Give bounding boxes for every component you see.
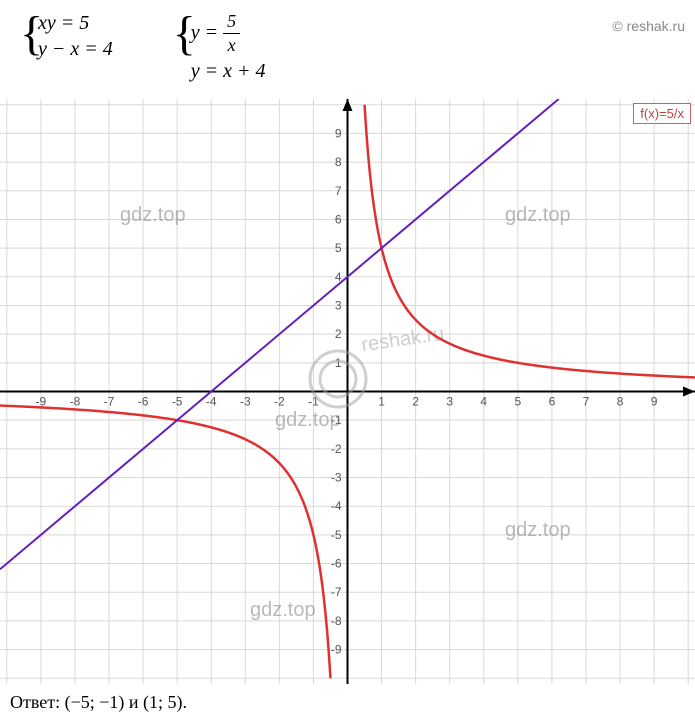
- fraction: 5x: [223, 10, 240, 58]
- chart: -9-8-7-6-5-4-3-2-1123456789-9-8-7-6-5-4-…: [0, 99, 695, 684]
- equation-system-1: { xy = 5 y − x = 4: [20, 10, 113, 84]
- eq2-line1: y = 5x: [191, 10, 266, 58]
- eq1-line2: y − x = 4: [38, 36, 113, 62]
- svg-text:-2: -2: [274, 394, 285, 408]
- svg-text:-7: -7: [331, 585, 342, 599]
- svg-text:-3: -3: [240, 394, 251, 408]
- copyright-text: © reshak.ru: [612, 18, 685, 34]
- svg-text:-3: -3: [331, 470, 342, 484]
- svg-text:7: 7: [583, 394, 590, 408]
- svg-text:9: 9: [335, 126, 342, 140]
- svg-text:3: 3: [335, 298, 342, 312]
- equations-block: { xy = 5 y − x = 4 { y = 5x y = x + 4: [0, 0, 695, 94]
- svg-text:5: 5: [514, 394, 521, 408]
- fraction-den: x: [223, 34, 240, 57]
- svg-text:2: 2: [335, 327, 342, 341]
- svg-text:-8: -8: [331, 614, 342, 628]
- svg-text:-8: -8: [70, 394, 81, 408]
- svg-text:7: 7: [335, 184, 342, 198]
- svg-text:6: 6: [549, 394, 556, 408]
- brace-icon: {: [20, 10, 43, 84]
- chart-svg: -9-8-7-6-5-4-3-2-1123456789-9-8-7-6-5-4-…: [0, 99, 695, 684]
- svg-text:5: 5: [335, 241, 342, 255]
- svg-text:-5: -5: [172, 394, 183, 408]
- legend: f(x)=5/x: [633, 103, 691, 124]
- svg-text:4: 4: [480, 394, 487, 408]
- svg-text:-6: -6: [331, 556, 342, 570]
- eq2-line2: y = x + 4: [191, 58, 266, 84]
- svg-text:9: 9: [651, 394, 658, 408]
- svg-text:-4: -4: [331, 499, 342, 513]
- svg-text:-6: -6: [138, 394, 149, 408]
- svg-text:-9: -9: [331, 642, 342, 656]
- svg-text:6: 6: [335, 212, 342, 226]
- svg-text:1: 1: [335, 356, 342, 370]
- svg-text:8: 8: [617, 394, 624, 408]
- svg-text:8: 8: [335, 155, 342, 169]
- svg-text:3: 3: [446, 394, 453, 408]
- eq1-line1: xy = 5: [38, 10, 113, 36]
- svg-text:1: 1: [378, 394, 385, 408]
- answer-text: Ответ: (−5; −1) и (1; 5).: [0, 684, 695, 721]
- svg-text:-4: -4: [206, 394, 217, 408]
- svg-text:2: 2: [412, 394, 419, 408]
- fraction-num: 5: [223, 10, 240, 34]
- svg-text:-1: -1: [331, 413, 342, 427]
- svg-text:-2: -2: [331, 442, 342, 456]
- svg-text:-7: -7: [104, 394, 115, 408]
- equation-system-2: { y = 5x y = x + 4: [173, 10, 266, 84]
- svg-text:-5: -5: [331, 528, 342, 542]
- brace-icon: {: [173, 10, 196, 84]
